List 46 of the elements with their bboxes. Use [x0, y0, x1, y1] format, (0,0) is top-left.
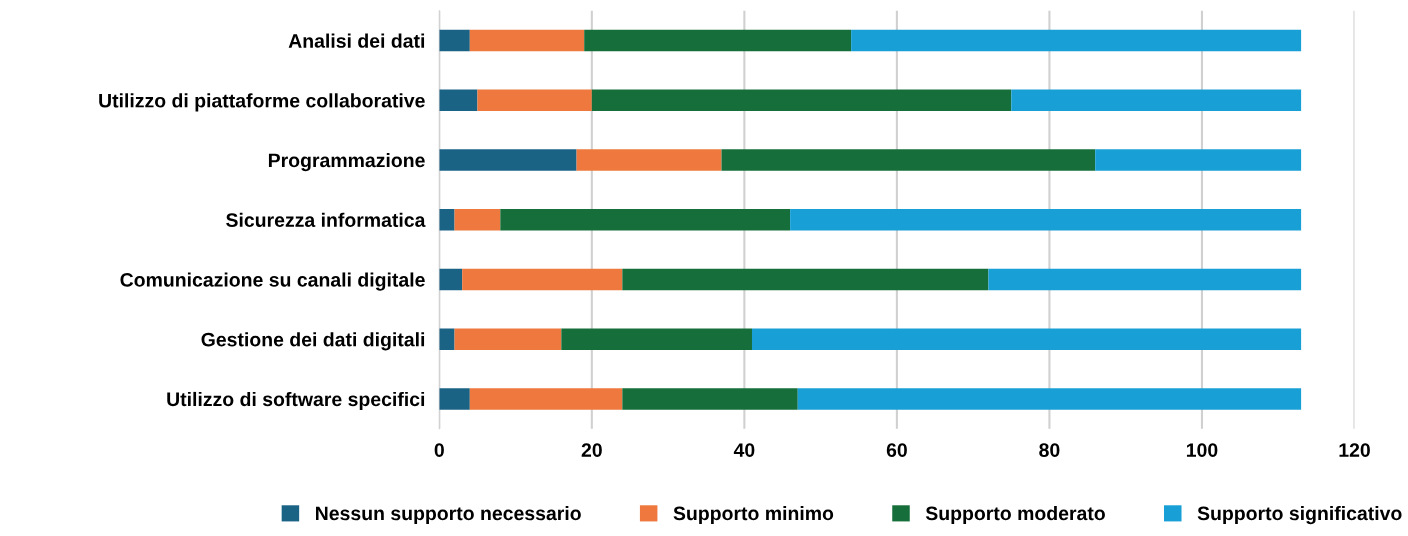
- x-tick-label: 80: [1039, 443, 1060, 457]
- y-tick-label: Gestione dei dati digitali: [201, 332, 425, 351]
- legend-label: Supporto moderato: [925, 505, 1105, 525]
- y-tick-label: Comunicazione su canali digitale: [120, 272, 425, 291]
- x-tick-label: 20: [581, 443, 602, 457]
- x-tick-label: 120: [1339, 443, 1370, 457]
- bar: [439, 268, 463, 291]
- bar: [439, 328, 455, 350]
- bar: [1011, 89, 1302, 112]
- bar: [790, 209, 1302, 231]
- bar: [454, 328, 562, 350]
- bar: [454, 209, 501, 231]
- bar: [561, 328, 752, 350]
- bar: [584, 29, 852, 52]
- bar: [477, 89, 592, 112]
- bar: [751, 328, 1302, 350]
- y-tick-label: Programmazione: [268, 152, 425, 172]
- legend-label: Supporto minimo: [673, 505, 834, 525]
- y-tick-label: Utilizzo di software specifici: [167, 391, 425, 411]
- bar: [576, 149, 722, 171]
- bar: [439, 209, 455, 231]
- bar: [469, 388, 623, 410]
- bar: [439, 388, 470, 410]
- y-tick-label: Analisi dei dati: [288, 33, 425, 48]
- bar: [439, 29, 470, 52]
- bar: [1095, 149, 1302, 171]
- legend-label: Supporto significativo: [1197, 505, 1402, 525]
- bar: [500, 209, 791, 231]
- bar: [622, 388, 798, 410]
- bar: [439, 89, 478, 112]
- y-tick-label: Utilizzo di piattaforme collaborative: [99, 93, 425, 112]
- y-tick-label: Sicurezza informatica: [226, 212, 426, 227]
- bar: [721, 149, 1096, 171]
- bar: [622, 268, 989, 291]
- bar: [797, 388, 1302, 410]
- x-tick-label: 0: [434, 443, 444, 457]
- x-tick-label: 100: [1186, 443, 1218, 457]
- bar: [988, 268, 1302, 291]
- x-tick-label: 60: [886, 443, 907, 457]
- legend-label: Nessun supporto necessario: [316, 505, 581, 525]
- bar: [439, 149, 577, 171]
- bar: [469, 29, 585, 52]
- bar: [591, 89, 1012, 112]
- bar: [851, 29, 1302, 52]
- bar: [462, 268, 623, 291]
- x-tick-label: 40: [733, 443, 755, 457]
